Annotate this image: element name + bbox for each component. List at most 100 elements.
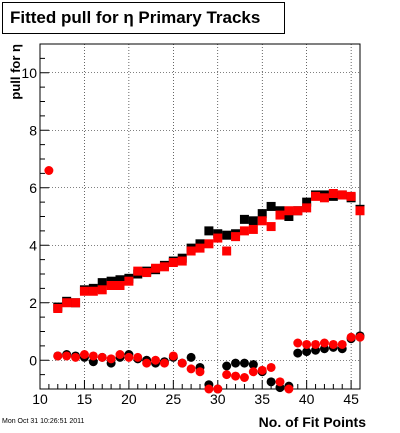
data-point-circle-3 [257,365,267,375]
data-point-circle-2 [222,361,232,371]
data-point-circle-3 [88,351,98,361]
data-point-square-1 [266,222,276,232]
data-point-square-1 [159,262,169,272]
data-point-square-1 [88,286,98,296]
data-point-circle-3 [319,338,329,348]
data-point-square-1 [177,256,187,266]
x-tick-label: 40 [299,391,315,407]
data-point-circle-3 [44,166,54,175]
x-tick-label: 25 [166,391,182,407]
data-point-circle-2 [186,352,196,362]
data-point-square-0 [266,201,276,211]
data-point-square-1 [319,193,329,203]
data-point-square-1 [284,206,294,216]
data-point-square-1 [97,285,107,295]
data-point-square-1 [204,239,214,249]
data-point-square-1 [151,263,161,273]
data-point-circle-3 [71,352,81,362]
y-axis-label: pull for η [8,44,23,100]
data-point-circle-2 [266,377,276,387]
data-point-square-1 [293,206,303,216]
data-point-circle-3 [124,352,134,362]
data-point-square-1 [62,298,72,308]
data-point-square-1 [71,298,81,308]
data-point-square-1 [222,246,232,256]
data-point-square-0 [302,197,312,207]
data-point-circle-3 [195,367,205,377]
data-point-square-1 [275,210,285,220]
data-point-square-1 [186,246,196,256]
data-point-circle-3 [79,350,89,359]
data-point-circle-2 [231,358,241,368]
data-point-circle-3 [159,358,169,368]
x-tick-label: 45 [343,391,359,407]
data-point-circle-3 [355,332,365,342]
data-point-circle-3 [275,377,285,387]
data-point-square-1 [133,266,143,276]
data-point-circle-3 [346,332,356,342]
data-point-square-1 [142,268,152,278]
data-point-circle-3 [151,355,161,365]
data-point-circle-3 [115,350,125,359]
data-point-square-0 [239,214,249,224]
data-point-square-0 [97,278,107,288]
data-point-square-0 [248,216,258,226]
chart-title: Fitted pull for η Primary Tracks [10,8,261,27]
data-point-circle-2 [239,358,249,368]
y-tick-label: 6 [29,180,37,196]
data-point-circle-3 [284,384,294,394]
x-tick-label: 10 [32,391,48,407]
data-point-circle-3 [302,339,312,349]
data-point-circle-3 [53,351,63,361]
x-tick-label: 30 [210,391,226,407]
data-point-circle-2 [293,348,303,358]
data-point-square-0 [115,275,125,285]
data-point-square-1 [355,206,365,216]
data-point-circle-3 [328,339,338,349]
plot-frame [39,43,361,390]
data-point-circle-3 [213,384,223,394]
data-point-square-1 [302,203,312,213]
data-point-circle-2 [302,347,312,357]
data-points [44,166,365,394]
data-point-circle-3 [204,384,214,394]
data-point-circle-3 [133,352,143,362]
data-point-square-1 [248,224,258,234]
x-axis-label: No. of Fit Points [259,414,367,430]
data-point-square-0 [204,226,214,236]
x-tick-label: 20 [121,391,137,407]
y-tick-label: 10 [21,65,37,81]
y-tick-label: 8 [29,122,37,138]
data-point-circle-3 [248,367,258,377]
timestamp-footer: Mon Oct 31 10:26:51 2011 [2,418,85,425]
data-point-square-1 [213,233,223,243]
y-tick-label: 0 [29,352,37,368]
data-point-square-0 [257,209,267,219]
data-point-circle-3 [337,339,347,349]
data-point-circle-3 [222,370,232,380]
y-tick-label: 4 [29,237,37,253]
data-point-square-1 [239,226,249,236]
data-point-square-1 [346,191,356,201]
data-point-circle-3 [142,358,152,368]
data-point-circle-2 [248,360,258,370]
data-point-circle-3 [293,338,303,348]
data-point-circle-3 [266,362,276,372]
data-point-circle-3 [97,352,107,362]
data-point-circle-3 [168,351,178,361]
data-point-circle-3 [231,371,241,381]
data-point-square-1 [53,304,63,313]
data-point-square-1 [311,191,321,201]
data-point-circle-3 [62,351,72,361]
data-point-square-1 [79,286,89,296]
data-point-square-1 [328,189,338,198]
x-tick-label: 35 [254,391,270,407]
data-point-square-1 [337,190,347,200]
data-point-square-1 [106,281,116,290]
data-point-circle-3 [177,358,187,368]
chart-title-box: Fitted pull for η Primary Tracks [2,2,285,34]
data-point-circle-3 [186,364,196,374]
data-point-circle-3 [311,339,321,349]
data-point-circle-3 [239,373,249,382]
